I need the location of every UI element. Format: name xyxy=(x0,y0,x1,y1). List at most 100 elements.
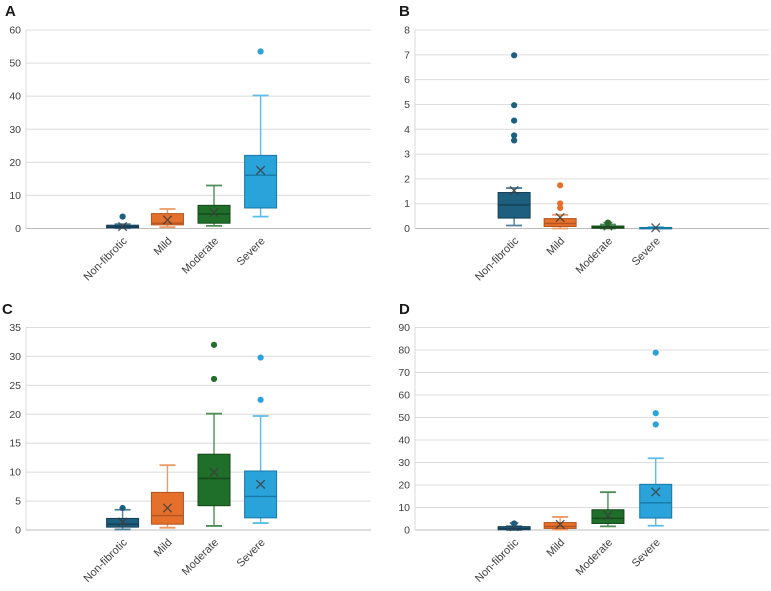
y-tick-label: 10 xyxy=(9,467,21,479)
boxplot-group-mild xyxy=(543,182,577,230)
mean-marker xyxy=(117,221,128,232)
mean-marker xyxy=(603,510,613,521)
panel-label-d: D xyxy=(399,301,410,318)
mean-marker xyxy=(209,467,219,477)
mean-marker xyxy=(162,503,173,513)
boxplot-group-non-fibrotic xyxy=(106,504,140,531)
category-label-non-fibrotic: Non-fibrotic xyxy=(81,235,130,284)
y-tick-label: 50 xyxy=(398,412,410,424)
box-moderate xyxy=(197,453,231,507)
outlier-point xyxy=(257,354,264,361)
boxplot-group-moderate xyxy=(197,341,231,527)
y-tick-label: 5 xyxy=(15,496,21,508)
y-tick-label: 30 xyxy=(9,124,21,136)
y-tick-label: 40 xyxy=(398,435,410,447)
boxplot-group-mild xyxy=(150,464,184,529)
category-label-mild: Mild xyxy=(545,235,568,258)
panel-b-chart: 0 1 2 3 4 5 6 7 8 Non-fibrotic Mild Moderate Severe B xyxy=(386,0,771,295)
mean-marker xyxy=(117,517,128,527)
outlier-point xyxy=(652,421,659,428)
y-tick-label: 60 xyxy=(398,390,410,402)
y-tick-label: 60 xyxy=(9,25,21,37)
category-label-non-fibrotic: Non-fibrotic xyxy=(473,536,522,585)
outlier-point xyxy=(210,341,218,348)
outlier-point xyxy=(511,520,518,527)
panel-label-c: C xyxy=(2,301,13,318)
y-tick-label: 0 xyxy=(15,223,21,235)
y-tick-label: 6 xyxy=(404,74,410,86)
outlier-point xyxy=(119,504,126,512)
y-tick-label: 7 xyxy=(404,49,410,61)
panel-a-chart: 0 10 20 30 40 50 60 Non-fibrotic Mild Moderate Sev… xyxy=(0,0,385,295)
boxplot-group-severe xyxy=(244,48,278,218)
y-tick-label: 80 xyxy=(398,345,410,357)
y-tick-label: 25 xyxy=(9,380,21,392)
box-severe xyxy=(639,483,673,519)
outlier-point xyxy=(257,396,264,403)
y-tick-label: 40 xyxy=(9,91,21,103)
outlier-point xyxy=(557,200,564,207)
outlier-point xyxy=(604,219,612,226)
box-severe xyxy=(244,470,278,519)
boxplot-svg-b: 0 1 2 3 4 5 6 7 8 Non-fibrotic Mild Moderate Severe B xyxy=(399,3,769,283)
outlier-point xyxy=(511,117,518,124)
boxplot-group-non-fibrotic xyxy=(106,213,140,232)
y-tick-label: 10 xyxy=(9,190,21,202)
mean-marker xyxy=(555,212,565,223)
box-severe xyxy=(244,154,278,209)
box-mild xyxy=(543,522,577,529)
y-tick-label: 5 xyxy=(404,99,410,111)
mean-marker xyxy=(255,165,266,175)
y-tick-label: 1 xyxy=(404,198,410,210)
y-tick-label: 15 xyxy=(9,438,21,450)
category-label-mild: Mild xyxy=(152,537,175,560)
outlier-point xyxy=(652,349,659,356)
boxplot-group-mild xyxy=(150,208,184,229)
outlier-point xyxy=(557,182,564,189)
panel-c-chart: 0 5 10 15 20 25 30 35 Non-fibrotic Mild Moderate Se… xyxy=(0,295,385,591)
boxplot-group-severe xyxy=(639,349,673,527)
y-tick-label: 8 xyxy=(404,25,410,37)
y-tick-label: 20 xyxy=(9,409,21,421)
outlier-point xyxy=(210,375,218,383)
box-mild xyxy=(543,218,577,228)
category-label-severe: Severe xyxy=(235,537,268,570)
boxplot-group-severe xyxy=(639,223,673,233)
category-label-severe: Severe xyxy=(630,235,663,268)
y-tick-label: 10 xyxy=(398,502,410,514)
y-tick-label: 0 xyxy=(404,223,410,235)
y-tick-label: 0 xyxy=(15,525,21,537)
mean-marker xyxy=(651,487,661,497)
y-tick-label: 4 xyxy=(404,124,410,136)
category-label-moderate: Moderate xyxy=(574,235,615,276)
boxplot-svg-d: 0 10 20 30 40 50 60 70 80 90 Non-fibrotic Mild Moder… xyxy=(398,301,769,585)
outlier-point xyxy=(511,102,518,109)
outlier-point xyxy=(511,52,518,59)
boxplot-group-non-fibrotic xyxy=(497,520,531,532)
y-tick-label: 50 xyxy=(9,58,21,70)
y-tick-label: 30 xyxy=(9,351,21,363)
mean-marker xyxy=(162,215,173,225)
outlier-point xyxy=(511,132,518,139)
mean-marker xyxy=(651,223,661,233)
category-label-mild: Mild xyxy=(545,537,568,560)
boxplot-group-non-fibrotic xyxy=(497,52,531,227)
y-tick-label: 0 xyxy=(404,525,410,537)
outlier-point xyxy=(257,48,264,55)
category-label-non-fibrotic: Non-fibrotic xyxy=(81,536,130,585)
y-tick-label: 2 xyxy=(404,173,410,185)
y-tick-label: 20 xyxy=(9,157,21,169)
panel-d-chart: 0 10 20 30 40 50 60 70 80 90 Non-fibrotic Mild Moder… xyxy=(386,295,771,591)
boxplot-group-severe xyxy=(244,354,278,524)
boxplot-group-mild xyxy=(543,516,577,531)
boxplot-group-moderate xyxy=(197,184,231,227)
category-label-mild: Mild xyxy=(152,235,175,258)
outlier-point xyxy=(119,213,126,220)
boxplot-group-moderate xyxy=(591,219,625,231)
boxplot-svg-c: 0 5 10 15 20 25 30 35 Non-fibrotic Mild Moderate Se… xyxy=(2,301,371,585)
y-tick-label: 30 xyxy=(398,457,410,469)
y-tick-label: 3 xyxy=(404,149,410,161)
mean-marker xyxy=(255,479,266,489)
panel-label-a: A xyxy=(5,3,16,20)
